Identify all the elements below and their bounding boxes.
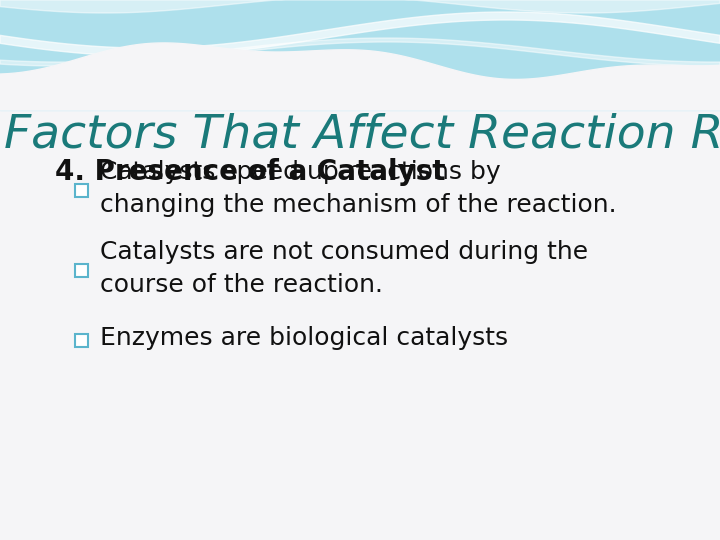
- Text: Catalysts are not consumed during the
course of the reaction.: Catalysts are not consumed during the co…: [100, 240, 588, 297]
- Text: Catalysts speed up reactions by
changing the mechanism of the reaction.: Catalysts speed up reactions by changing…: [100, 160, 616, 217]
- Text: Factors That Affect Reaction Rates: Factors That Affect Reaction Rates: [4, 112, 720, 157]
- Text: 4. Presence of a Catalyst: 4. Presence of a Catalyst: [55, 158, 446, 186]
- Bar: [75, 334, 88, 347]
- Text: Enzymes are biological catalysts: Enzymes are biological catalysts: [100, 327, 508, 350]
- Bar: [75, 184, 88, 197]
- Bar: [75, 264, 88, 277]
